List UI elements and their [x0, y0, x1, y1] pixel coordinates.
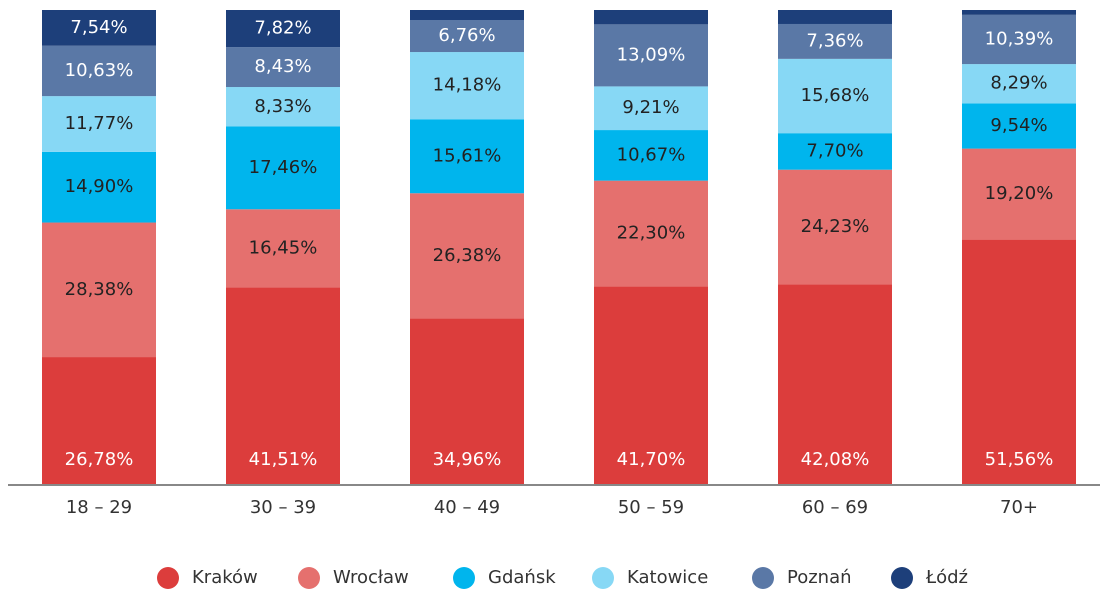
value-label: 7,82%	[254, 18, 311, 39]
bar-segment	[594, 130, 708, 181]
x-tick-label: 60 – 69	[802, 497, 868, 518]
value-label: 8,29%	[990, 73, 1047, 94]
value-label: 28,38%	[65, 279, 134, 300]
value-label: 22,30%	[617, 222, 686, 243]
value-label: 42,08%	[801, 449, 870, 470]
value-label: 16,45%	[249, 237, 318, 258]
bar-segment	[42, 357, 156, 484]
bar-segment	[410, 52, 524, 120]
bar-segment	[962, 10, 1076, 15]
bar-segment	[42, 10, 156, 46]
x-tick-label: 50 – 59	[618, 497, 684, 518]
bar-segment	[226, 126, 340, 210]
bar-segment	[962, 14, 1076, 65]
value-label: 8,33%	[254, 96, 311, 117]
legend-label: Kraków	[192, 567, 258, 588]
bar-segment	[594, 286, 708, 484]
bar-segment	[410, 318, 524, 484]
bar-segment	[226, 209, 340, 288]
value-label: 9,54%	[990, 115, 1047, 136]
legend-marker	[298, 567, 320, 589]
bar-segment	[42, 96, 156, 152]
bar-segment	[42, 45, 156, 97]
bar-segment	[226, 287, 340, 484]
value-label: 8,43%	[254, 56, 311, 77]
value-label: 41,70%	[617, 449, 686, 470]
value-label: 7,54%	[70, 17, 127, 38]
bar-segment	[778, 284, 892, 484]
bar-segment	[962, 103, 1076, 149]
bar-segment	[962, 64, 1076, 104]
bar-segment	[410, 119, 524, 194]
legend-marker	[592, 567, 614, 589]
value-label: 51,56%	[985, 449, 1054, 470]
value-label: 10,63%	[65, 60, 134, 81]
legend-marker	[453, 567, 475, 589]
x-tick-label: 40 – 49	[434, 497, 500, 518]
value-label: 10,39%	[985, 28, 1054, 49]
value-label: 15,68%	[801, 85, 870, 106]
bar-segment	[594, 10, 708, 25]
legend-label: Katowice	[627, 567, 708, 588]
bar-segment	[42, 151, 156, 223]
legend-marker	[157, 567, 179, 589]
legend-marker	[752, 567, 774, 589]
value-label: 24,23%	[801, 216, 870, 237]
x-tick-label: 70+	[1000, 497, 1038, 518]
bar-segment	[962, 239, 1076, 484]
bar-segment	[42, 222, 156, 358]
value-label: 6,76%	[438, 25, 495, 46]
bar-segment	[226, 47, 340, 88]
legend-label: Łódź	[925, 567, 968, 588]
bar-segment	[778, 133, 892, 170]
value-label: 11,77%	[65, 113, 134, 134]
bar-segment	[778, 23, 892, 59]
bar-segment	[410, 20, 524, 53]
bar-segment	[594, 86, 708, 131]
value-label: 34,96%	[433, 449, 502, 470]
x-tick-label: 30 – 39	[250, 497, 316, 518]
value-label: 26,38%	[433, 245, 502, 266]
value-label: 9,21%	[622, 97, 679, 118]
x-tick-label: 18 – 29	[66, 497, 132, 518]
legend-label: Gdańsk	[488, 567, 556, 588]
value-label: 41,51%	[249, 449, 318, 470]
bar-segment	[226, 87, 340, 127]
value-label: 7,36%	[806, 30, 863, 51]
bar-segment	[226, 10, 340, 48]
value-label: 15,61%	[433, 145, 502, 166]
value-label: 17,46%	[249, 157, 318, 178]
value-label: 14,90%	[65, 176, 134, 197]
bar-segment	[410, 10, 524, 21]
bar-segment	[778, 10, 892, 24]
value-label: 26,78%	[65, 449, 134, 470]
bar-segment	[594, 180, 708, 287]
value-label: 10,67%	[617, 144, 686, 165]
value-label: 14,18%	[433, 75, 502, 96]
bar-segment	[962, 148, 1076, 240]
bar-segment	[778, 169, 892, 285]
bar-segment	[594, 24, 708, 87]
value-label: 19,20%	[985, 183, 1054, 204]
bar-segment	[410, 193, 524, 319]
value-label: 13,09%	[617, 44, 686, 65]
value-label: 7,70%	[806, 140, 863, 161]
legend-marker	[891, 567, 913, 589]
legend-label: Poznań	[787, 567, 852, 588]
legend-label: Wrocław	[333, 567, 409, 588]
bar-segment	[778, 58, 892, 134]
